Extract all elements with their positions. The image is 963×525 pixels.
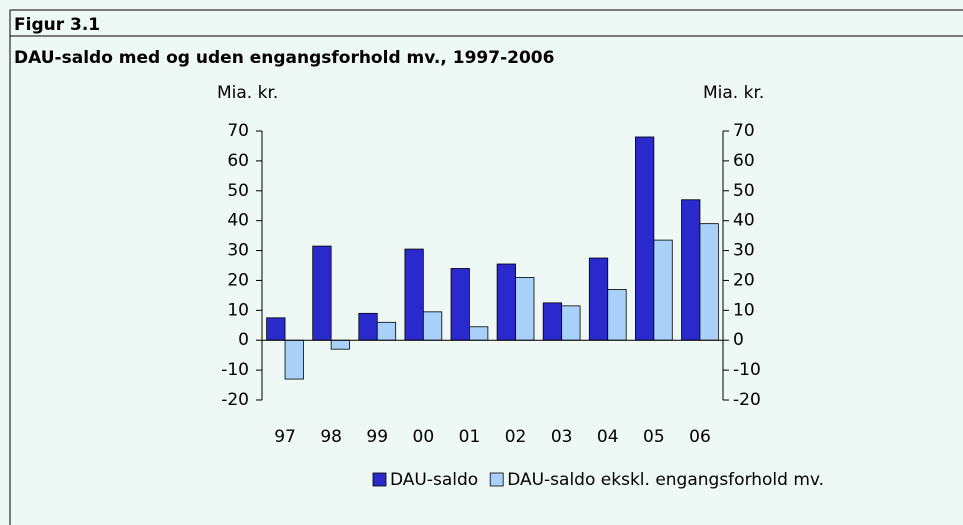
bar: [588, 257, 609, 341]
y-tick-label: -20: [221, 390, 249, 410]
x-tick-label: 04: [597, 427, 619, 447]
y2-tick-label: 0: [733, 330, 744, 350]
y2-tick-label: 20: [733, 270, 755, 290]
y-tick-label: 40: [227, 211, 249, 231]
y-tick-label: 0: [238, 330, 249, 350]
legend-label: DAU-saldo: [390, 470, 478, 490]
bar: [681, 199, 701, 341]
y-tick-label: 60: [227, 151, 249, 171]
bar: [312, 245, 332, 341]
chart-title: DAU-saldo med og uden engangsforhold mv.…: [14, 48, 554, 68]
bar: [358, 312, 378, 341]
legend-swatch: [372, 472, 387, 487]
y-tick-label: 50: [227, 181, 249, 201]
y2-tick-label: 10: [733, 300, 755, 320]
y2-tick-label: 30: [733, 241, 755, 261]
y-tick-label: 70: [227, 121, 249, 141]
bar: [561, 305, 581, 341]
y2-axis-label: Mia. kr.: [703, 83, 764, 103]
bar: [653, 239, 673, 341]
legend-label: DAU-saldo ekskl. engangsforhold mv.: [507, 470, 824, 490]
bar: [515, 277, 535, 341]
x-tick-label: 03: [551, 427, 573, 447]
bar: [542, 302, 563, 341]
x-tick-label: 00: [413, 427, 435, 447]
bar: [376, 321, 397, 341]
y-tick-label: -10: [221, 360, 249, 380]
bar: [284, 339, 304, 380]
y2-tick-label: 70: [733, 121, 755, 141]
y-tick-label: 20: [227, 270, 249, 290]
bar: [450, 268, 470, 341]
bar: [266, 317, 286, 341]
bar: [330, 339, 350, 350]
bar: [496, 263, 516, 341]
y2-tick-label: 60: [733, 151, 755, 171]
x-tick-label: 02: [505, 427, 527, 447]
bar: [607, 289, 627, 341]
bar: [404, 248, 424, 341]
x-tick-label: 97: [274, 427, 296, 447]
y2-tick-label: 50: [733, 181, 755, 201]
x-tick-label: 06: [689, 427, 711, 447]
y-tick-label: 10: [227, 300, 249, 320]
y2-tick-label: -20: [733, 390, 761, 410]
x-tick-label: 98: [320, 427, 342, 447]
bar: [469, 326, 489, 341]
x-tick-label: 05: [643, 427, 665, 447]
y2-tick-label: -10: [733, 360, 761, 380]
legend-swatch: [489, 472, 504, 487]
figure-label: Figur 3.1: [14, 15, 100, 35]
x-tick-label: 99: [366, 427, 388, 447]
bar: [699, 223, 719, 341]
y-tick-label: 30: [227, 241, 249, 261]
y2-tick-label: 40: [733, 211, 755, 231]
x-tick-label: 01: [459, 427, 481, 447]
y-axis-label: Mia. kr.: [217, 83, 278, 103]
bar: [635, 136, 655, 341]
bar: [422, 311, 443, 341]
